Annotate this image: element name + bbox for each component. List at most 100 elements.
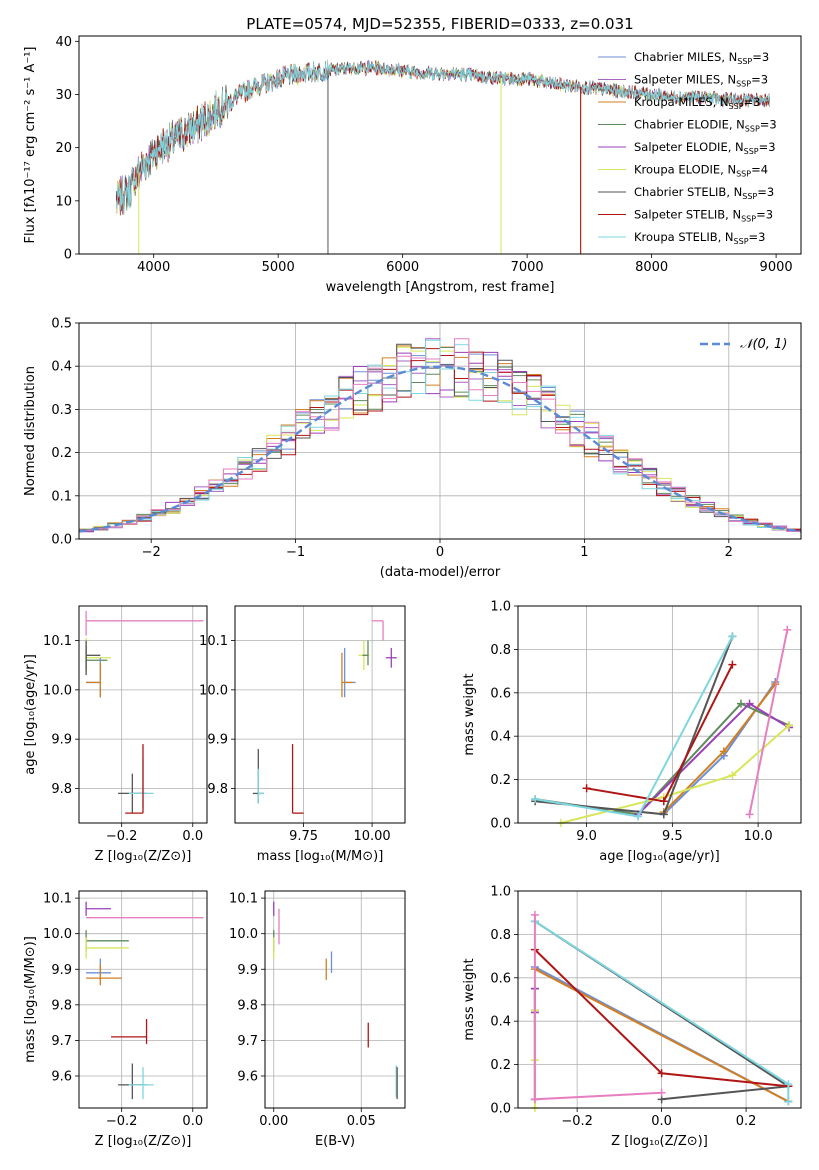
weight-marker [659,797,668,806]
y-tick-label: 0.3 [51,403,72,418]
y-tick-label: 10.0 [43,683,72,698]
x-axis-label: age [log₁₀(age/yr)] [599,849,720,864]
y-tick-label: 9.7 [237,1034,258,1049]
spectrum-panel: 4000 5000 6000 7000 8000 9000 0 10 20 30 40 wavelen… [23,35,802,295]
y-tick-label: 10.0 [43,927,72,942]
x-tick-label: 6000 [386,260,419,275]
y-axis-label: mass [log₁₀(M/M⊙)] [23,936,38,1063]
x-axis-label: wavelength [Angstrom, rest frame] [326,280,555,295]
age-vs-metallicity-panel: −0.2 0.0 9.8 9.9 10.0 10.1 Z [log₁₀(Z/Z⊙)] age … [23,605,208,864]
legend-label: Chabrier MILES, NSSP=3 [634,50,769,66]
x-tick-label: 8000 [635,260,668,275]
y-tick-label: 9.9 [207,733,228,748]
legend-label: Salpeter STELIB, NSSP=3 [634,208,773,224]
weight-marker [719,747,728,756]
errorbar-point [85,610,204,636]
y-tick-label: 0.8 [490,928,511,943]
errorbar-point [85,640,101,676]
x-tick-label: −2 [142,545,161,560]
x-axis-label: E(B-V) [315,1134,355,1149]
x-axis-label: Z [log₁₀(Z/Z⊙)] [95,1134,192,1149]
errorbar-point [385,647,397,668]
weight-marker [784,721,793,730]
x-tick-label: 0.05 [347,1114,376,1129]
weight-vs-age-panel: 9.0 9.5 10.0 0.0 0.2 0.4 0.6 0.8 1.0 age [log₁₀(a… [462,600,802,864]
errorbar-point [86,963,122,986]
x-axis-label: Z [log₁₀(Z/Z⊙)] [611,1134,708,1149]
errorbar-point [128,1067,154,1100]
y-axis-label: mass weight [462,673,477,755]
axes-frame [234,605,406,824]
y-tick-label: 10 [55,194,72,209]
legend-label: Chabrier STELIB, NSSP=3 [634,185,774,201]
errorbar-point [257,768,264,804]
y-tick-label: 20 [55,141,72,156]
y-tick-label: 1.0 [490,600,511,615]
normal-reference-curve [78,365,802,533]
x-tick-label: −0.2 [561,1114,593,1129]
x-axis-label: mass [log₁₀(M/M⊙)] [257,849,384,864]
y-tick-label: 0.2 [51,446,72,461]
weight-series-line [663,683,777,813]
mass-vs-extinction-panel: 0.00 0.05 9.6 9.7 9.8 9.9 10.0 10.1 E(B-V) [229,890,406,1149]
axes-frame [78,322,802,540]
errorbar-point [362,640,369,666]
x-tick-label: 10.00 [353,829,390,844]
x-tick-label: 9000 [760,260,793,275]
y-tick-label: 0.4 [490,1015,511,1030]
weight-marker [745,810,754,819]
y-tick-label: 9.8 [51,782,72,797]
y-tick-label: 0.6 [490,686,511,701]
y-tick-label: 9.8 [237,998,258,1013]
y-tick-label: 10.1 [229,892,258,907]
y-axis-label: Flux [fλ10⁻¹⁷ erg cm⁻² s⁻¹ A⁻¹] [23,47,38,244]
legend-label: Kroupa STELIB, NSSP=3 [634,230,765,246]
x-tick-label: 0.0 [651,1114,672,1129]
x-tick-label: 0.00 [259,1114,288,1129]
x-tick-label: 0.2 [736,1114,757,1129]
axes-frame [78,35,802,255]
x-tick-label: 4000 [137,260,170,275]
x-tick-label: 0.0 [182,1114,203,1129]
mass-vs-metallicity-panel: −0.2 0.0 9.6 9.7 9.8 9.9 10.0 10.1 Z [log₁₀(Z/Z⊙… [23,890,208,1149]
y-tick-label: 10.1 [199,634,228,649]
age-vs-mass-panel: 9.75 10.00 9.8 9.9 10.0 10.1 mass [log₁₀(M/M⊙)… [199,605,406,864]
x-tick-label: −0.2 [106,829,138,844]
y-tick-label: 0.4 [490,730,511,745]
errorbar-point [125,744,144,814]
residuals-panel: −2 −1 0 1 2 0.0 0.1 0.2 0.3 0.4 0.5 (data-model)/er… [23,317,802,580]
y-tick-label: 30 [55,88,72,103]
y-tick-label: 9.6 [237,1069,258,1084]
y-tick-label: 10.1 [43,634,72,649]
errorbar-point [85,937,129,959]
weight-marker [657,1088,666,1097]
y-tick-label: 0.2 [490,1058,511,1073]
y-tick-label: 40 [55,35,72,50]
weight-marker [531,795,540,804]
weight-marker [783,625,792,634]
x-tick-label: 9.0 [576,829,597,844]
errorbar-point [341,652,353,698]
y-tick-label: 0.5 [51,317,72,332]
weight-marker [634,812,643,821]
weight-marker [745,699,754,708]
y-tick-label: 0 [64,248,72,263]
axes-frame [78,605,208,824]
x-tick-label: 0.0 [182,829,203,844]
figure-title: PLATE=0574, MJD=52355, FIBERID=0333, z=0… [246,15,633,33]
x-tick-label: 7000 [511,260,544,275]
y-tick-label: 0.1 [51,489,72,504]
axes-frame [517,605,802,824]
legend-label: 𝒩(0, 1) [740,337,787,352]
x-tick-label: 0 [436,545,444,560]
y-axis-label: mass weight [462,958,477,1040]
weight-marker [784,1097,793,1106]
weight-series-line [535,635,734,818]
x-tick-label: 9.75 [289,829,318,844]
y-tick-label: 0.0 [490,817,511,832]
x-tick-label: 2 [725,545,733,560]
y-tick-label: 10.0 [199,683,228,698]
y-tick-label: 0.6 [490,971,511,986]
weight-marker [728,632,737,641]
weight-marker [530,910,539,919]
